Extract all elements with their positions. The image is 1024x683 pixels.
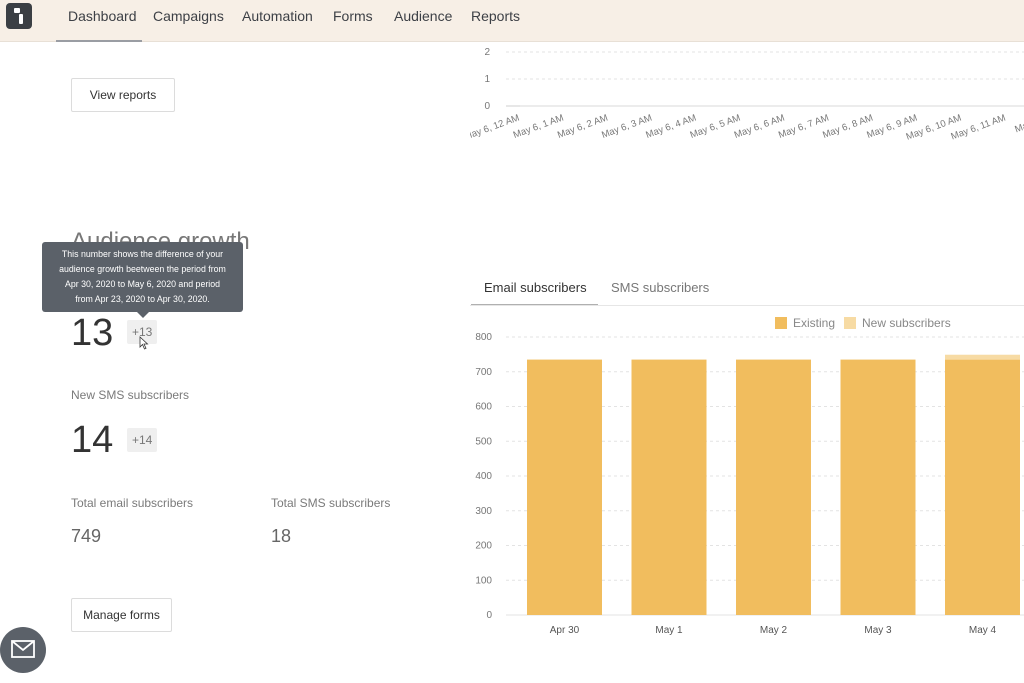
tooltip-line: audience growth beetween the period from xyxy=(59,264,226,274)
bar-existing xyxy=(631,359,707,615)
y-tick-label: 0 xyxy=(484,101,490,112)
nav-campaigns[interactable]: Campaigns xyxy=(153,8,224,24)
mouse-pointer-icon xyxy=(139,336,149,350)
total-email-label: Total email subscribers xyxy=(71,496,194,510)
legend-new-swatch xyxy=(844,317,856,329)
tabs-divider xyxy=(470,305,1024,306)
new-email-subscribers-value: 13 xyxy=(71,312,114,354)
email-fab-button[interactable] xyxy=(0,627,46,673)
nav-dashboard[interactable]: Dashboard xyxy=(56,0,142,42)
legend-existing-swatch xyxy=(775,317,787,329)
new-sms-label: New SMS subscribers xyxy=(71,388,190,402)
top-nav-bar: Dashboard Campaigns Automation Forms Aud… xyxy=(0,0,1024,42)
y-tick-label: 2 xyxy=(484,47,490,58)
bar-existing xyxy=(527,359,602,615)
y-tick-label: 800 xyxy=(475,332,492,343)
x-tick-label: May 2 xyxy=(760,625,788,636)
tab-sms-subscribers[interactable]: SMS subscribers xyxy=(611,280,710,295)
y-tick-label: 100 xyxy=(475,575,492,586)
x-tick-label: May 6, 12 AM xyxy=(470,112,521,142)
nav-automation[interactable]: Automation xyxy=(242,8,313,24)
view-reports-button[interactable]: View reports xyxy=(71,78,175,112)
envelope-icon xyxy=(11,640,35,658)
total-sms-label: Total SMS subscribers xyxy=(271,496,391,510)
nav-audience[interactable]: Audience xyxy=(394,8,453,24)
new-email-delta-badge[interactable]: +13 xyxy=(127,320,158,344)
y-tick-label: 300 xyxy=(475,506,492,517)
legend-existing-label[interactable]: Existing xyxy=(793,316,836,330)
new-sms-subscribers-value: 14 xyxy=(71,419,114,461)
logo-bar xyxy=(19,14,23,24)
new-sms-delta-badge[interactable]: +14 xyxy=(127,428,158,452)
x-tick-label: May 6, 1 xyxy=(1013,112,1024,135)
x-tick-label: Apr 30 xyxy=(550,625,580,636)
nav-reports[interactable]: Reports xyxy=(471,8,521,24)
x-tick-label: May 4 xyxy=(969,625,997,636)
x-tick-label: May 1 xyxy=(655,625,683,636)
brand-logo-icon[interactable] xyxy=(6,3,32,29)
tooltip-line: from Apr 23, 2020 to Apr 30, 2020. xyxy=(75,294,210,304)
y-tick-label: 400 xyxy=(475,471,492,482)
y-tick-label: 0 xyxy=(486,610,492,621)
tooltip-arrow xyxy=(137,312,149,318)
y-tick-label: 1 xyxy=(484,74,490,85)
bar-existing xyxy=(945,359,1020,615)
y-tick-label: 200 xyxy=(475,541,492,552)
logo-dot xyxy=(14,8,20,13)
tab-email-subscribers[interactable]: Email subscribers xyxy=(471,280,598,306)
total-email-value: 749 xyxy=(71,526,102,546)
tooltip-line: This number shows the difference of your xyxy=(61,249,224,259)
y-tick-label: 500 xyxy=(475,436,492,447)
y-tick-label: 700 xyxy=(475,367,492,378)
growth-tooltip: This number shows the difference of your… xyxy=(42,242,243,312)
subscribers-bar-chart: 0 100 200 300 400 500 600 700 800 Apr 30 May 1 May … xyxy=(475,332,1024,636)
y-tick-label: 600 xyxy=(475,402,492,413)
legend-new-label[interactable]: New subscribers xyxy=(862,316,951,330)
bar-existing xyxy=(840,359,916,615)
bar-existing xyxy=(736,359,811,615)
total-sms-value: 18 xyxy=(271,526,292,546)
tooltip-line: Apr 30, 2020 to May 6, 2020 and period xyxy=(64,279,221,289)
nav-forms[interactable]: Forms xyxy=(333,8,373,24)
x-tick-label: May 3 xyxy=(864,625,892,636)
manage-forms-button[interactable]: Manage forms xyxy=(71,598,172,632)
bar-new-subscribers xyxy=(945,354,1020,360)
